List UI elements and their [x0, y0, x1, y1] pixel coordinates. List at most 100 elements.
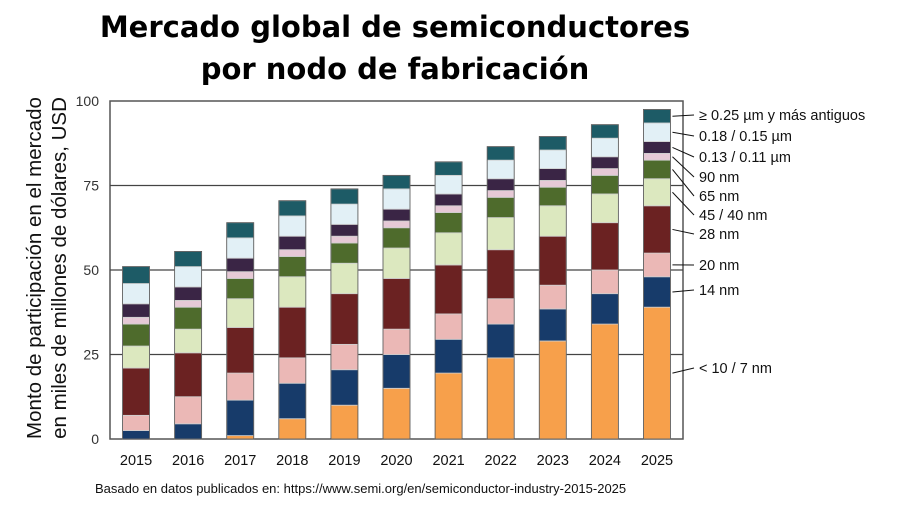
bar-outline	[330, 188, 359, 440]
bar-segment	[122, 283, 150, 305]
bar-segment	[486, 298, 515, 325]
bar-segment	[486, 217, 515, 251]
x-tick-label: 2016	[172, 453, 204, 469]
bar-segment	[278, 357, 307, 384]
bar-segment	[643, 122, 671, 142]
bar-segment	[278, 382, 307, 420]
x-tick-label: 2025	[641, 453, 673, 469]
bar-segment	[226, 222, 255, 239]
bar-segment	[226, 298, 255, 328]
bar-segment	[643, 205, 671, 254]
bar-outline	[226, 222, 255, 440]
bar-segment	[174, 396, 203, 425]
bar-segment	[486, 146, 515, 161]
bar-segment	[590, 269, 619, 295]
bar-segment	[278, 215, 307, 237]
bar-outline	[590, 124, 619, 440]
bar-segment	[486, 159, 515, 180]
bar-segment	[174, 352, 203, 398]
bar-segment	[122, 303, 150, 318]
bar-segment	[174, 423, 203, 440]
bar-segment	[174, 251, 203, 268]
source-note: Basado en datos publicados en: https://w…	[95, 481, 627, 496]
bar-segment	[382, 278, 411, 330]
bar-segment	[278, 276, 307, 308]
bar-segment	[434, 372, 463, 440]
bar-segment	[226, 278, 255, 300]
legend-label: < 10 / 7 nm	[699, 361, 772, 377]
bar-segment	[434, 174, 463, 195]
y-tick-label: 75	[83, 178, 99, 194]
bar-segment	[538, 168, 567, 181]
bar-segment	[434, 212, 463, 234]
bar-segment	[382, 387, 411, 440]
bar-outline	[538, 136, 567, 440]
bar-segment	[330, 404, 359, 440]
bar-segment	[122, 316, 150, 325]
legend-leader-line	[672, 367, 695, 374]
legend-label: 28 nm	[699, 227, 739, 243]
bar-segment	[434, 232, 463, 266]
x-tick-label: 2021	[432, 453, 464, 469]
bar-segment	[174, 266, 203, 288]
bar-segment	[538, 180, 567, 188]
bar-segment	[122, 266, 150, 284]
x-tick-label: 2015	[120, 453, 152, 469]
bar-outline	[434, 161, 463, 440]
bar-segment	[486, 196, 515, 219]
bar-segment	[278, 249, 307, 257]
bar-segment	[174, 286, 203, 301]
bar-segment	[590, 174, 619, 195]
bar-segment	[590, 168, 619, 176]
bar-segment	[590, 193, 619, 224]
bar-segment	[382, 247, 411, 279]
bar-segment	[330, 223, 359, 237]
legend-label: 14 nm	[699, 283, 739, 299]
bar-outline	[486, 146, 515, 440]
legend-leader-line	[672, 131, 695, 137]
bar-segment	[486, 178, 515, 191]
legend-label: 65 nm	[699, 189, 739, 205]
bar-segment	[590, 137, 619, 158]
bar-segment	[538, 308, 567, 342]
x-tick-label: 2022	[485, 453, 517, 469]
bar-segment	[643, 252, 671, 278]
bar-segment	[643, 141, 671, 154]
bar-segment	[538, 205, 567, 237]
bar-segment	[590, 323, 619, 440]
bar-segment	[590, 222, 619, 271]
bar-segment	[382, 174, 411, 190]
bar-segment	[434, 313, 463, 340]
x-tick-label: 2017	[224, 453, 256, 469]
legend-leader-line	[672, 156, 695, 178]
chart-title-line-1: Mercado global de semiconductores	[99, 10, 691, 44]
bar-segment	[382, 220, 411, 229]
legend-leader-line	[672, 147, 695, 158]
bar-segment	[382, 188, 411, 210]
bar-segment	[174, 328, 203, 354]
bar-segment	[538, 186, 567, 207]
bar-segment	[330, 369, 359, 406]
bar-segment	[330, 188, 359, 205]
bar-segment	[434, 161, 463, 176]
bar-outline	[643, 109, 671, 440]
bar-segment	[278, 418, 307, 440]
bar-segment	[486, 249, 515, 300]
bar-segment	[382, 227, 411, 249]
bar-segment	[278, 256, 307, 278]
bar-segment	[434, 205, 463, 213]
x-tick-label: 2019	[328, 453, 360, 469]
bar-segment	[486, 323, 515, 359]
bar-segment	[226, 399, 255, 437]
bar-segment	[330, 293, 359, 345]
legend-label: 0.13 / 0.11 µm	[699, 150, 791, 166]
bar-segment	[538, 136, 567, 151]
y-tick-label: 25	[83, 347, 99, 363]
y-tick-label: 100	[76, 93, 100, 109]
legend-leader-line	[672, 228, 695, 235]
bar-segment	[330, 262, 359, 295]
bar-segment	[122, 414, 150, 431]
y-tick-label: 0	[91, 431, 99, 447]
bar-segment	[226, 372, 255, 401]
bar-segment	[122, 345, 150, 369]
